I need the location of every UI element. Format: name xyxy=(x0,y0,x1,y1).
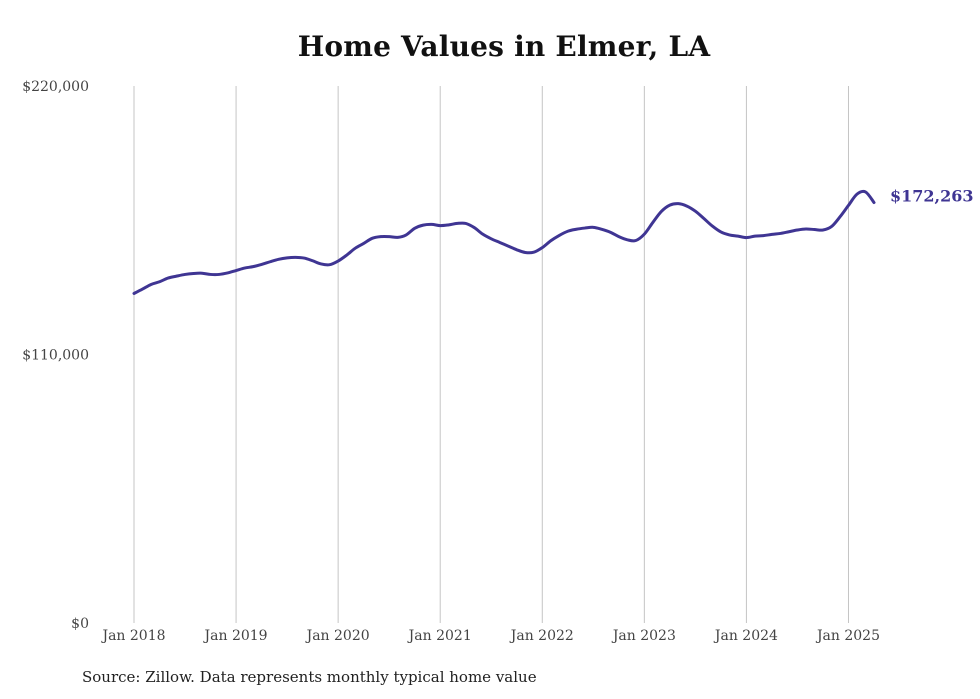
label-layer: $172,263 xyxy=(890,187,974,206)
x-tick-label: Jan 2020 xyxy=(305,628,370,644)
home-value-line xyxy=(132,189,876,295)
series-layer xyxy=(132,189,876,295)
x-tick-label: Jan 2018 xyxy=(100,628,165,644)
x-tick-label: Jan 2022 xyxy=(509,628,574,644)
x-tick-label: Jan 2023 xyxy=(611,628,676,644)
gridlines xyxy=(133,86,849,623)
y-tick-label: $220,000 xyxy=(22,79,89,95)
x-tick-label: Jan 2021 xyxy=(407,628,472,644)
y-tick-label: $110,000 xyxy=(22,348,89,364)
chart-source-note: Source: Zillow. Data represents monthly … xyxy=(82,668,537,686)
x-tick-label: Jan 2019 xyxy=(203,628,268,644)
x-tick-label: Jan 2024 xyxy=(713,628,778,644)
y-axis: $0 $110,000 $220,000 xyxy=(22,79,89,632)
end-value-label: $172,263 xyxy=(890,187,974,206)
chart-title: Home Values in Elmer, LA xyxy=(297,30,711,63)
x-axis: Jan 2018 Jan 2019 Jan 2020 Jan 2021 Jan 2022… xyxy=(100,628,880,644)
y-tick-label: $0 xyxy=(71,616,89,632)
x-tick-label: Jan 2025 xyxy=(815,628,880,644)
